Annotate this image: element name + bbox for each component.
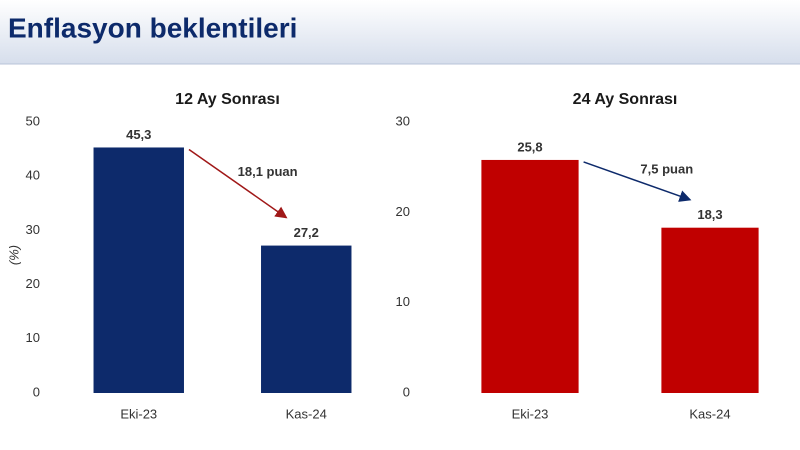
x-tick-label: Eki-23 (512, 406, 549, 421)
y-tick-label: 20 (396, 204, 410, 219)
y-tick-label: 30 (396, 113, 410, 128)
y-tick-label: 10 (396, 294, 410, 309)
bar (261, 245, 352, 393)
x-tick-label: Eki-23 (120, 406, 157, 421)
change-annotation: 18,1 puan (238, 164, 298, 179)
change-arrow (188, 148, 288, 219)
page-title: Enflasyon beklentileri (8, 12, 297, 43)
y-axis-label: (%) (6, 245, 21, 265)
change-arrow (583, 161, 692, 202)
panel-title: 12 Ay Sonrası (175, 91, 280, 108)
y-tick-label: 50 (26, 113, 40, 128)
value-label: 27,2 (294, 225, 319, 240)
bar (481, 159, 579, 393)
bar (661, 227, 759, 393)
header-band (0, 0, 800, 64)
value-label: 25,8 (517, 139, 542, 154)
y-tick-label: 10 (26, 330, 40, 345)
change-annotation: 7,5 puan (640, 161, 693, 176)
panel-title: 24 Ay Sonrası (573, 91, 678, 108)
value-label: 45,3 (126, 127, 151, 142)
y-tick-label: 20 (26, 276, 40, 291)
value-label: 18,3 (697, 207, 722, 222)
y-tick-label: 0 (403, 384, 410, 399)
y-tick-label: 30 (26, 222, 40, 237)
y-tick-label: 0 (33, 384, 40, 399)
x-tick-label: Kas-24 (286, 406, 327, 421)
x-tick-label: Kas-24 (689, 406, 730, 421)
y-tick-label: 40 (26, 168, 40, 183)
bar (93, 147, 184, 393)
